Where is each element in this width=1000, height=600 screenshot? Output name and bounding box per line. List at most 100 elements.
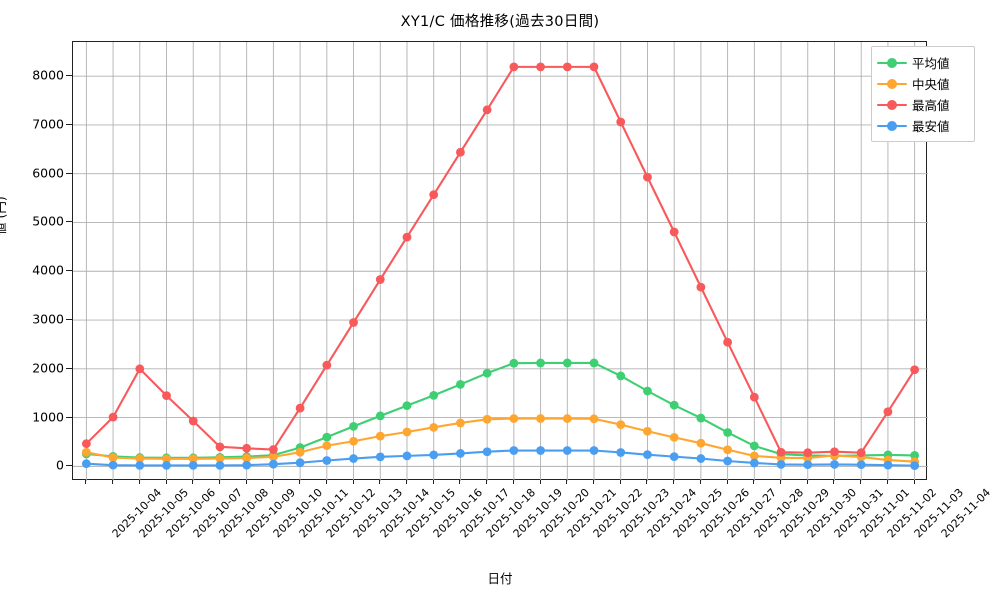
series-point: [215, 460, 225, 470]
series-point: [589, 358, 599, 368]
series-point: [295, 447, 305, 457]
series-point: [108, 460, 118, 470]
y-tick-label: 7000: [32, 116, 64, 132]
series-point: [349, 454, 358, 463]
grid-lines: [73, 42, 928, 481]
y-tick-mark: [66, 270, 72, 272]
x-tick-mark: [405, 480, 407, 484]
x-tick-mark: [699, 480, 701, 484]
series-point: [562, 62, 572, 72]
x-tick-mark: [646, 480, 648, 484]
x-tick-mark: [165, 480, 167, 484]
series-point: [536, 62, 545, 72]
legend-label: 中央値: [912, 77, 950, 92]
series-point: [669, 227, 679, 237]
x-tick-mark: [593, 480, 595, 484]
x-tick-mark: [432, 480, 434, 484]
y-tick-label: 6000: [32, 165, 64, 181]
x-tick-mark: [352, 480, 354, 484]
series-point: [562, 358, 572, 368]
x-tick-mark: [486, 480, 488, 484]
series-point: [322, 456, 332, 465]
x-tick-mark: [85, 480, 87, 484]
legend-swatch-icon: [877, 57, 907, 69]
legend-item[interactable]: 最高値: [877, 94, 968, 115]
series-point: [776, 447, 786, 457]
series-point: [429, 190, 439, 200]
series-point: [696, 413, 706, 423]
x-tick-marks: [72, 480, 927, 486]
series-point: [509, 414, 519, 423]
x-tick-mark: [780, 480, 782, 484]
series-point: [242, 460, 252, 470]
series-point: [456, 147, 465, 157]
x-tick-mark: [726, 480, 728, 484]
y-tick-mark: [66, 221, 72, 223]
series-point: [242, 453, 252, 463]
series-point: [322, 432, 332, 442]
series-point: [375, 431, 385, 441]
x-tick-mark: [512, 480, 514, 484]
series-point: [402, 401, 412, 411]
x-tick-mark: [299, 480, 301, 484]
x-tick-mark: [192, 480, 194, 484]
series-point: [723, 445, 733, 455]
legend-item[interactable]: 最安値: [877, 115, 968, 136]
y-tick-mark: [66, 465, 72, 467]
series-point: [162, 391, 171, 401]
series-point: [589, 414, 599, 424]
series-point: [482, 447, 492, 457]
y-tick-label: 4000: [32, 262, 64, 278]
series-point: [322, 441, 332, 451]
series-point: [135, 460, 145, 470]
series-point: [910, 461, 920, 471]
series-point: [616, 448, 626, 457]
legend-item[interactable]: 中央値: [877, 73, 968, 94]
series-point: [562, 446, 572, 455]
series-point: [188, 460, 198, 470]
x-tick-mark: [619, 480, 621, 484]
series-point: [215, 442, 225, 452]
series-point: [349, 436, 358, 446]
series-point: [482, 105, 492, 115]
series-point: [643, 450, 652, 460]
series-point: [295, 403, 305, 413]
series-point: [81, 439, 91, 449]
series-point: [910, 450, 920, 460]
series-point: [749, 458, 759, 468]
y-tick-mark: [66, 319, 72, 321]
x-tick-mark: [833, 480, 835, 484]
legend-item[interactable]: 平均値: [877, 52, 968, 73]
x-tick-mark: [539, 480, 541, 484]
series-point: [589, 62, 599, 72]
series-point: [536, 414, 545, 423]
series-point: [108, 412, 118, 422]
x-tick-mark: [806, 480, 808, 484]
series-point: [322, 360, 332, 370]
series-line: [85, 417, 916, 463]
x-tick-mark: [218, 480, 220, 484]
series-point: [482, 368, 492, 378]
series-point: [749, 451, 759, 461]
series-point: [536, 446, 545, 455]
legend-swatch-icon: [877, 120, 907, 132]
series-point: [482, 414, 492, 424]
series-point: [696, 454, 706, 463]
series-point: [749, 392, 759, 402]
legend-label: 最高値: [912, 98, 950, 113]
series-point: [669, 452, 679, 462]
series-point: [856, 448, 866, 458]
y-tick-mark: [66, 416, 72, 418]
series-point: [375, 411, 385, 421]
series-point: [81, 459, 91, 469]
series-point: [429, 422, 439, 432]
series-point: [723, 428, 733, 437]
series-point: [830, 447, 839, 457]
x-tick-mark: [566, 480, 568, 484]
y-tick-label: 8000: [32, 67, 64, 83]
x-axis-label: 日付: [487, 571, 513, 586]
chart-legend: 平均値中央値最高値最安値: [871, 46, 975, 142]
series-point: [910, 365, 920, 375]
y-tick-marks: [0, 41, 72, 480]
